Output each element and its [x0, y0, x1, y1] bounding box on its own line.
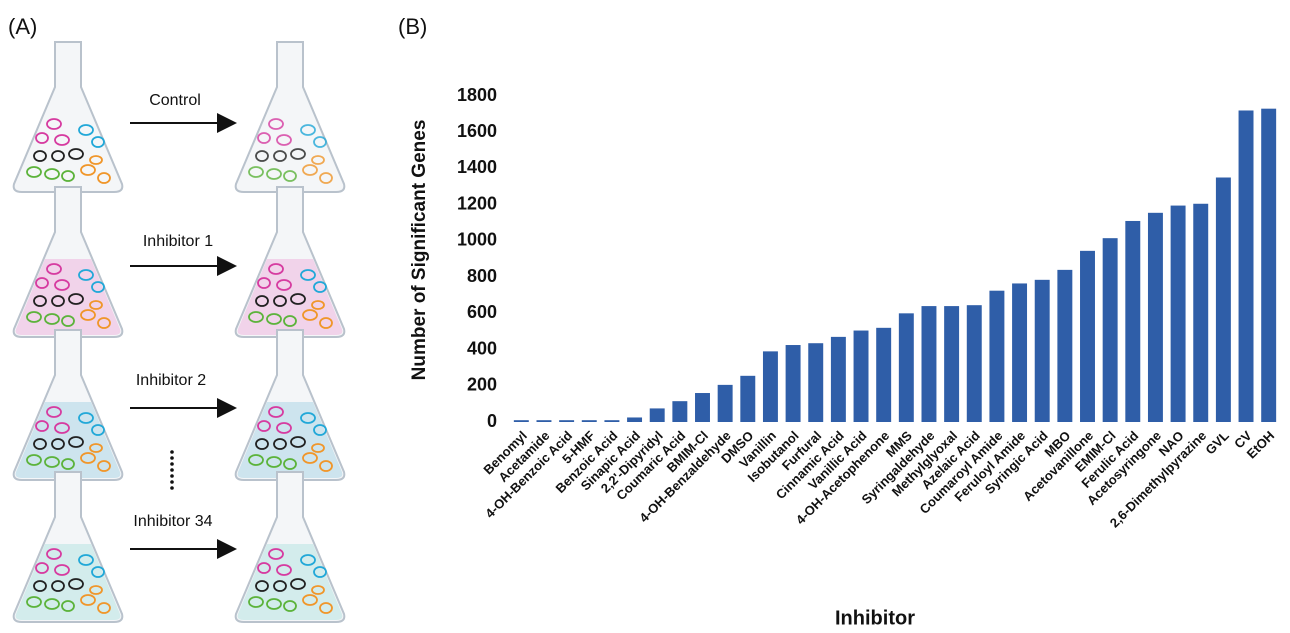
- bar: [786, 345, 801, 422]
- bar: [1148, 213, 1163, 422]
- bar: [1035, 280, 1050, 422]
- bar: [1193, 204, 1208, 422]
- bar: [672, 401, 687, 422]
- x-tick-label: GVL: [1202, 428, 1232, 458]
- arrow-label: Control: [149, 92, 201, 109]
- y-tick-label: 1400: [457, 157, 497, 177]
- y-tick-label: 1200: [457, 193, 497, 213]
- bar: [559, 420, 574, 422]
- y-tick-label: 400: [467, 338, 497, 358]
- bar: [514, 420, 529, 422]
- ellipsis-dots: [170, 450, 174, 490]
- bar: [740, 376, 755, 422]
- bar: [604, 420, 619, 422]
- y-tick-label: 800: [467, 266, 497, 286]
- y-tick-label: 1000: [457, 230, 497, 250]
- bar: [831, 337, 846, 422]
- arrow-label: Inhibitor 1: [143, 233, 213, 250]
- bar: [899, 313, 914, 422]
- bar: [1057, 270, 1072, 422]
- panel-label: (A): [8, 14, 37, 39]
- bar: [1103, 238, 1118, 422]
- y-tick-label: 1800: [457, 85, 497, 105]
- arrow-label: Inhibitor 2: [136, 372, 206, 389]
- plot: 020040060080010001200140016001800Benomyl…: [457, 85, 1277, 531]
- bar: [1080, 251, 1095, 422]
- bar: [1216, 178, 1231, 423]
- bar: [944, 306, 959, 422]
- bar: [582, 420, 597, 422]
- bar: [854, 331, 869, 422]
- bar: [695, 393, 710, 422]
- bar: [627, 417, 642, 422]
- bar: [967, 305, 982, 422]
- bar: [763, 351, 778, 422]
- bar: [1261, 109, 1276, 422]
- bar: [808, 343, 823, 422]
- panel-a: (A) Control Inhibitor 1 Inhibitor 2 Inhi…: [8, 14, 344, 622]
- bar: [989, 291, 1004, 422]
- y-axis-title: Number of Significant Genes: [409, 120, 430, 381]
- bar: [876, 328, 891, 422]
- y-tick-label: 600: [467, 302, 497, 322]
- bar: [650, 408, 665, 422]
- bar: [536, 420, 551, 422]
- bar: [1125, 221, 1140, 422]
- y-tick-label: 0: [487, 411, 497, 431]
- bar: [1171, 206, 1186, 422]
- x-axis-title: Inhibitor: [835, 607, 915, 629]
- bar: [718, 385, 733, 422]
- y-tick-label: 200: [467, 375, 497, 395]
- panel-label: (B): [398, 14, 427, 39]
- figure: (A) Control Inhibitor 1 Inhibitor 2 Inhi…: [0, 0, 1290, 633]
- y-tick-label: 1600: [457, 121, 497, 141]
- bar: [1239, 110, 1254, 422]
- arrow-label: Inhibitor 34: [133, 513, 212, 530]
- bar: [1012, 283, 1027, 422]
- bar: [921, 306, 936, 422]
